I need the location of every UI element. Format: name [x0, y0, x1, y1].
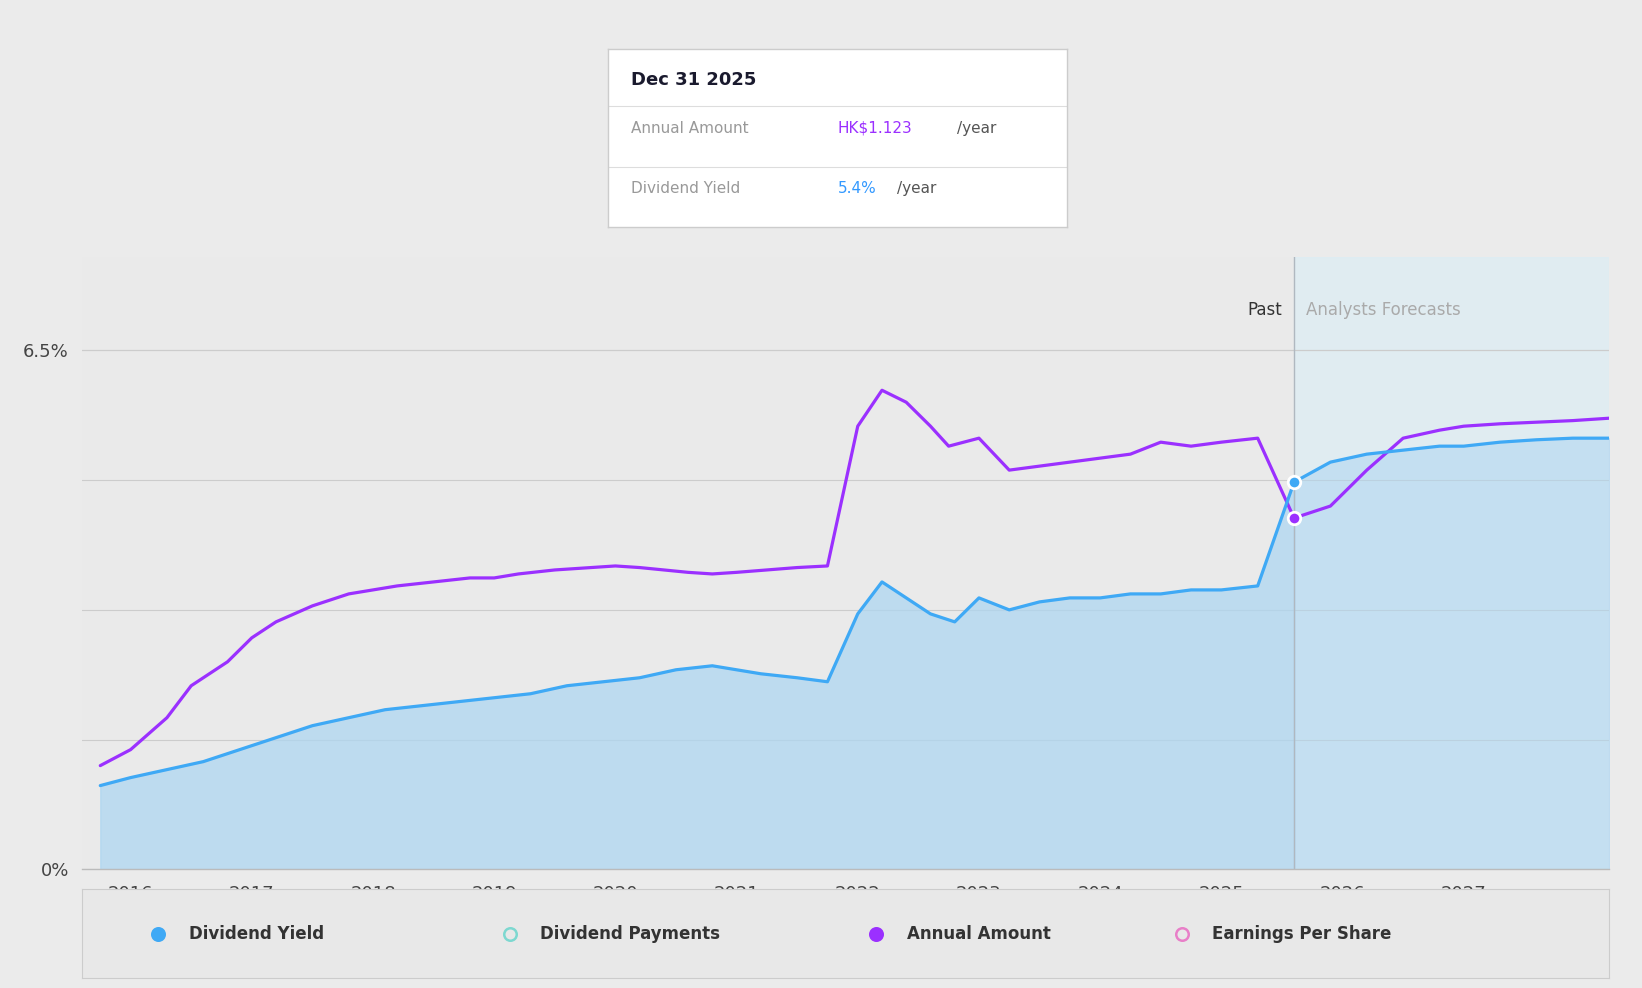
Text: HK$1.123: HK$1.123 [837, 121, 913, 135]
Text: Analysts Forecasts: Analysts Forecasts [1305, 301, 1461, 319]
Text: Annual Amount: Annual Amount [631, 121, 749, 135]
Text: /year: /year [897, 181, 936, 196]
Text: Dividend Payments: Dividend Payments [540, 925, 721, 943]
Text: Past: Past [1248, 301, 1282, 319]
Text: /year: /year [957, 121, 997, 135]
Text: Earnings Per Share: Earnings Per Share [1212, 925, 1391, 943]
Text: Dividend Yield: Dividend Yield [189, 925, 323, 943]
Bar [1294, 257, 1609, 869]
Text: Dec 31 2025: Dec 31 2025 [631, 71, 755, 89]
Text: Annual Amount: Annual Amount [906, 925, 1051, 943]
Text: Dividend Yield: Dividend Yield [631, 181, 741, 196]
Text: 5.4%: 5.4% [837, 181, 877, 196]
